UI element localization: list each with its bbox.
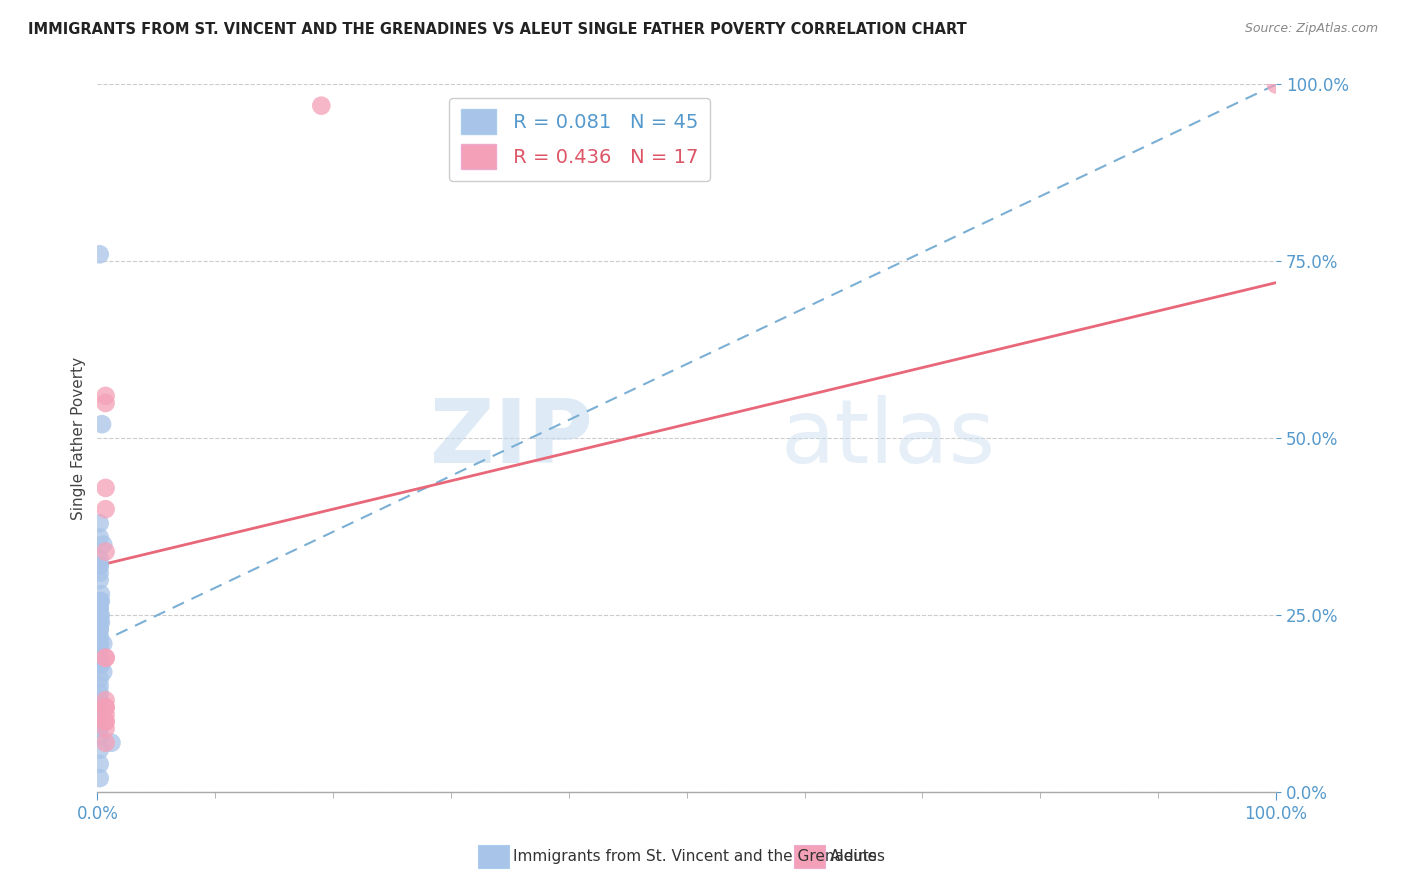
- Point: [89, 566, 111, 580]
- Point: [89, 623, 111, 637]
- Point: [94, 650, 117, 665]
- Point: [89, 714, 111, 729]
- Point: [89, 756, 111, 771]
- Point: [91, 537, 114, 551]
- Point: [311, 98, 333, 112]
- Point: [89, 623, 111, 637]
- Point: [94, 700, 117, 714]
- Point: [89, 637, 111, 651]
- Point: [90, 657, 112, 672]
- Point: [89, 531, 111, 545]
- Point: [89, 729, 111, 743]
- Point: [89, 558, 111, 573]
- Text: atlas: atlas: [780, 395, 995, 482]
- Point: [89, 743, 111, 757]
- Point: [89, 686, 111, 700]
- Point: [91, 665, 114, 679]
- Point: [94, 544, 117, 558]
- Point: [94, 389, 117, 403]
- Point: [90, 587, 112, 601]
- Point: [89, 558, 111, 573]
- Point: [89, 650, 111, 665]
- Point: [89, 722, 111, 736]
- Point: [91, 637, 114, 651]
- Text: Aleuts: Aleuts: [830, 849, 877, 863]
- Point: [89, 693, 111, 707]
- Point: [89, 608, 111, 623]
- Point: [94, 693, 117, 707]
- Point: [89, 679, 111, 693]
- Point: [89, 247, 111, 261]
- Point: [94, 481, 117, 495]
- Point: [89, 700, 111, 714]
- Point: [89, 630, 111, 644]
- Point: [89, 771, 111, 785]
- Point: [94, 722, 117, 736]
- Point: [90, 615, 112, 630]
- Text: Immigrants from St. Vincent and the Grenadines: Immigrants from St. Vincent and the Gren…: [513, 849, 886, 863]
- Point: [94, 396, 117, 410]
- Point: [1265, 78, 1288, 92]
- Text: ZIP: ZIP: [430, 395, 592, 482]
- Text: IMMIGRANTS FROM ST. VINCENT AND THE GRENADINES VS ALEUT SINGLE FATHER POVERTY CO: IMMIGRANTS FROM ST. VINCENT AND THE GREN…: [28, 22, 967, 37]
- Point: [89, 637, 111, 651]
- Text: Source: ZipAtlas.com: Source: ZipAtlas.com: [1244, 22, 1378, 36]
- Point: [89, 707, 111, 722]
- Point: [90, 594, 112, 608]
- Point: [94, 736, 117, 750]
- Point: [94, 650, 117, 665]
- Point: [89, 594, 111, 608]
- Point: [89, 644, 111, 658]
- Point: [89, 594, 111, 608]
- Point: [89, 601, 111, 615]
- Point: [89, 601, 111, 615]
- Point: [90, 608, 112, 623]
- Y-axis label: Single Father Poverty: Single Father Poverty: [72, 357, 86, 520]
- Point: [89, 573, 111, 587]
- Point: [89, 657, 111, 672]
- Point: [89, 551, 111, 566]
- Point: [94, 714, 117, 729]
- Point: [89, 644, 111, 658]
- Point: [100, 736, 122, 750]
- Point: [94, 700, 117, 714]
- Legend:  R = 0.081   N = 45,  R = 0.436   N = 17: R = 0.081 N = 45, R = 0.436 N = 17: [449, 98, 710, 181]
- Point: [91, 417, 114, 432]
- Point: [89, 672, 111, 686]
- Point: [89, 615, 111, 630]
- Point: [89, 516, 111, 531]
- Point: [94, 714, 117, 729]
- Point: [94, 707, 117, 722]
- Point: [94, 502, 117, 516]
